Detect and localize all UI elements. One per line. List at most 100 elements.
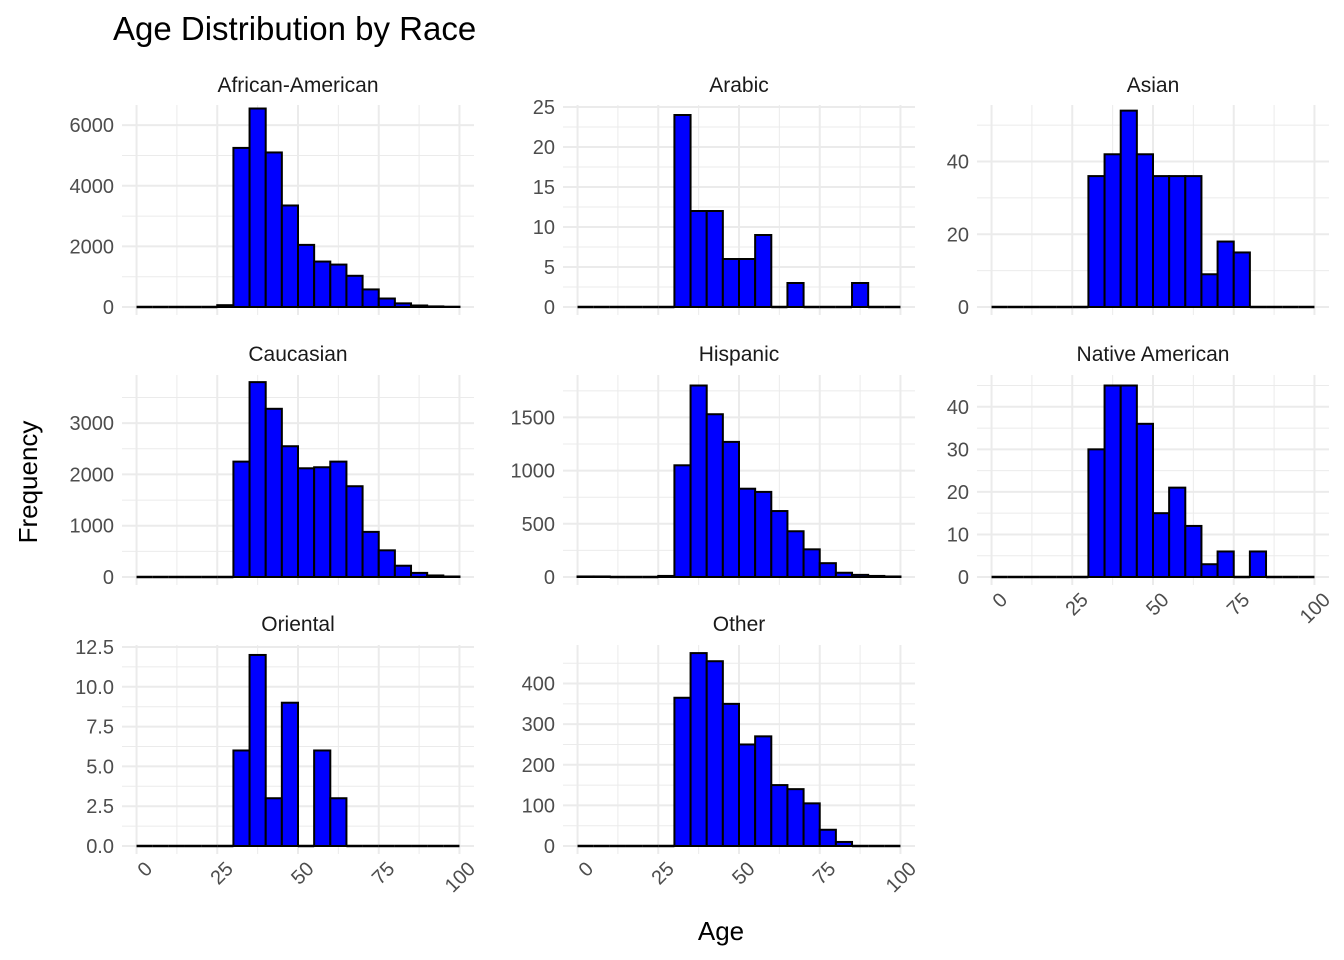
y-tick-label: 0 bbox=[544, 297, 555, 319]
histogram-bar bbox=[705, 413, 724, 578]
y-tick-label: 0.0 bbox=[86, 836, 114, 858]
histogram-bar bbox=[248, 653, 267, 848]
histogram-bar bbox=[721, 702, 740, 847]
histogram-bar bbox=[754, 490, 773, 578]
histogram-bar bbox=[673, 114, 692, 308]
x-tick-label: 100 bbox=[441, 858, 480, 897]
histogram-bar bbox=[721, 440, 740, 578]
facet-label-asian: Asian bbox=[1127, 74, 1180, 97]
y-tick-label: 300 bbox=[522, 714, 555, 736]
histogram-bar bbox=[770, 784, 789, 847]
y-tick-label: 40 bbox=[947, 397, 969, 419]
histogram-bar bbox=[592, 575, 611, 578]
histogram-bar bbox=[345, 485, 364, 579]
histogram-bar bbox=[1087, 175, 1106, 308]
histogram-bar bbox=[721, 258, 740, 308]
histogram-bar bbox=[851, 573, 870, 578]
histogram-bar bbox=[216, 304, 235, 309]
y-tick-label: 100 bbox=[522, 795, 555, 817]
histogram-bar bbox=[705, 210, 724, 308]
histogram-bar bbox=[361, 288, 380, 309]
x-axis-title: Age bbox=[698, 916, 744, 946]
histogram-bar bbox=[818, 828, 837, 848]
histogram-bar bbox=[297, 467, 316, 578]
histogram-bar bbox=[1135, 153, 1155, 308]
histogram-bar bbox=[883, 575, 902, 578]
x-tick-label: 100 bbox=[1296, 589, 1335, 628]
histogram-bar bbox=[802, 802, 821, 847]
y-tick-label: 25 bbox=[533, 97, 555, 119]
histogram-bar bbox=[377, 549, 396, 578]
facet-other: Other 0 100 200 300 400 0 25 50 75 100 bbox=[522, 613, 921, 897]
histogram-bar bbox=[754, 735, 773, 847]
histogram-bar bbox=[1248, 550, 1268, 578]
histogram-bar bbox=[410, 571, 429, 579]
y-tick-label: 3000 bbox=[70, 413, 115, 435]
histogram-bar bbox=[738, 487, 757, 578]
facet-label-hispanic: Hispanic bbox=[699, 343, 780, 366]
y-tick-label: 2000 bbox=[70, 464, 115, 486]
facet-native-american: Native American 0 10 20 30 40 0 25 50 75 100 bbox=[947, 343, 1335, 628]
histogram-bar bbox=[738, 743, 757, 847]
histogram-bar bbox=[410, 304, 429, 309]
y-tick-label: 200 bbox=[522, 755, 555, 777]
histogram-bar bbox=[786, 282, 805, 308]
histogram-bar bbox=[393, 564, 413, 579]
histogram-bar bbox=[329, 797, 348, 847]
histogram-bar bbox=[657, 574, 676, 578]
y-tick-label: 20 bbox=[947, 224, 969, 246]
histogram-bar bbox=[232, 749, 251, 847]
histogram-bar bbox=[264, 797, 283, 847]
histogram-bar bbox=[851, 282, 870, 308]
histogram-bar bbox=[232, 460, 251, 578]
histogram-bar bbox=[264, 151, 283, 308]
histogram-bar bbox=[1103, 384, 1122, 579]
histogram-bar bbox=[426, 305, 445, 309]
histogram-bar bbox=[1216, 550, 1235, 578]
histogram-bar bbox=[280, 445, 299, 578]
histogram-bar bbox=[1200, 273, 1219, 309]
y-tick-label: 2000 bbox=[70, 236, 115, 258]
histogram-bar bbox=[689, 210, 708, 308]
y-tick-label: 20 bbox=[533, 137, 555, 159]
facet-label-arabic: Arabic bbox=[709, 74, 769, 97]
histogram-bar bbox=[232, 146, 251, 308]
histogram-bar bbox=[313, 260, 332, 308]
x-tick-label: 50 bbox=[1142, 589, 1173, 620]
y-tick-label: 0 bbox=[103, 297, 114, 319]
y-tick-label: 1000 bbox=[70, 516, 115, 538]
histogram-bar bbox=[738, 258, 757, 308]
histogram-bar bbox=[361, 530, 380, 578]
histogram-bar bbox=[313, 466, 332, 578]
histogram-bar bbox=[802, 548, 821, 579]
y-tick-label: 0 bbox=[103, 567, 114, 589]
histogram-bar bbox=[834, 571, 854, 579]
y-tick-label: 12.5 bbox=[75, 637, 114, 659]
histogram-bar bbox=[1119, 384, 1138, 579]
histogram-bar bbox=[1168, 175, 1187, 308]
x-tick-label: 25 bbox=[206, 858, 237, 889]
histogram-bar bbox=[393, 302, 413, 309]
facet-arabic: Arabic 0 5 10 15 20 25 bbox=[533, 74, 915, 319]
facet-label-caucasian: Caucasian bbox=[248, 343, 347, 366]
facet-label-other: Other bbox=[713, 613, 766, 636]
y-tick-label: 10 bbox=[947, 524, 969, 546]
histogram-bar bbox=[377, 297, 396, 308]
histogram-bar bbox=[329, 460, 348, 578]
histogram-bar bbox=[1184, 175, 1203, 308]
facet-label-african-american: African-American bbox=[217, 74, 378, 97]
histogram-bar bbox=[834, 840, 854, 848]
y-tick-label: 5 bbox=[544, 257, 555, 279]
y-tick-label: 1000 bbox=[511, 461, 556, 483]
histogram-bar bbox=[280, 701, 299, 847]
y-tick-label: 400 bbox=[522, 674, 555, 696]
histogram-bar bbox=[1168, 486, 1187, 579]
histogram-bar bbox=[1152, 512, 1171, 579]
y-tick-label: 0 bbox=[958, 297, 969, 319]
histogram-bar bbox=[264, 407, 283, 578]
histogram-bar bbox=[442, 575, 461, 579]
histogram-bar bbox=[1103, 153, 1122, 308]
y-axis-title: Frequency bbox=[13, 421, 43, 544]
